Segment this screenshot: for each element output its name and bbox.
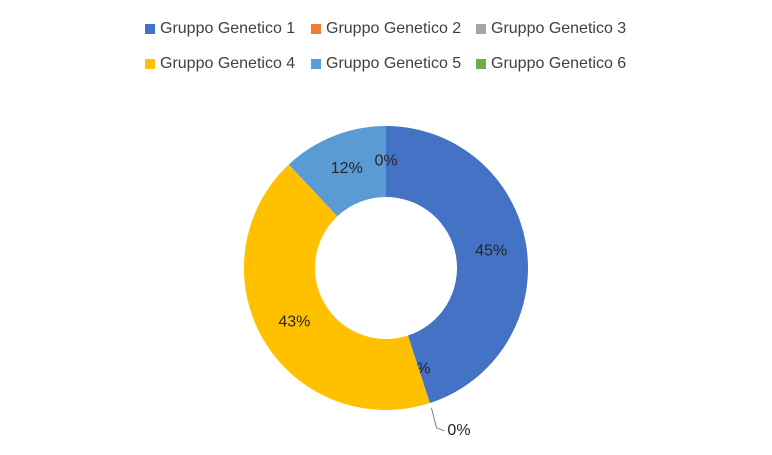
legend-label: Gruppo Genetico 3 <box>491 20 626 37</box>
legend-swatch <box>476 24 486 34</box>
legend-label: Gruppo Genetico 5 <box>326 55 461 72</box>
data-label: 0% <box>374 153 397 170</box>
legend-label: Gruppo Genetico 1 <box>160 20 295 37</box>
doughnut-slice <box>288 126 386 217</box>
legend-swatch <box>145 59 155 69</box>
legend-swatch <box>476 59 486 69</box>
legend-label: Gruppo Genetico 2 <box>326 20 461 37</box>
legend-swatch <box>145 24 155 34</box>
doughnut-slice <box>386 126 528 404</box>
data-label: 43% <box>278 313 310 330</box>
legend-swatch <box>311 59 321 69</box>
legend-label: Gruppo Genetico 6 <box>491 55 626 72</box>
data-label: 0% <box>447 422 470 439</box>
data-label: 12% <box>331 160 363 177</box>
legend-label: Gruppo Genetico 4 <box>160 55 295 72</box>
data-label: 45% <box>475 243 507 260</box>
doughnut-slice <box>243 164 430 410</box>
legend-swatch <box>311 24 321 34</box>
leader-line <box>430 407 445 432</box>
